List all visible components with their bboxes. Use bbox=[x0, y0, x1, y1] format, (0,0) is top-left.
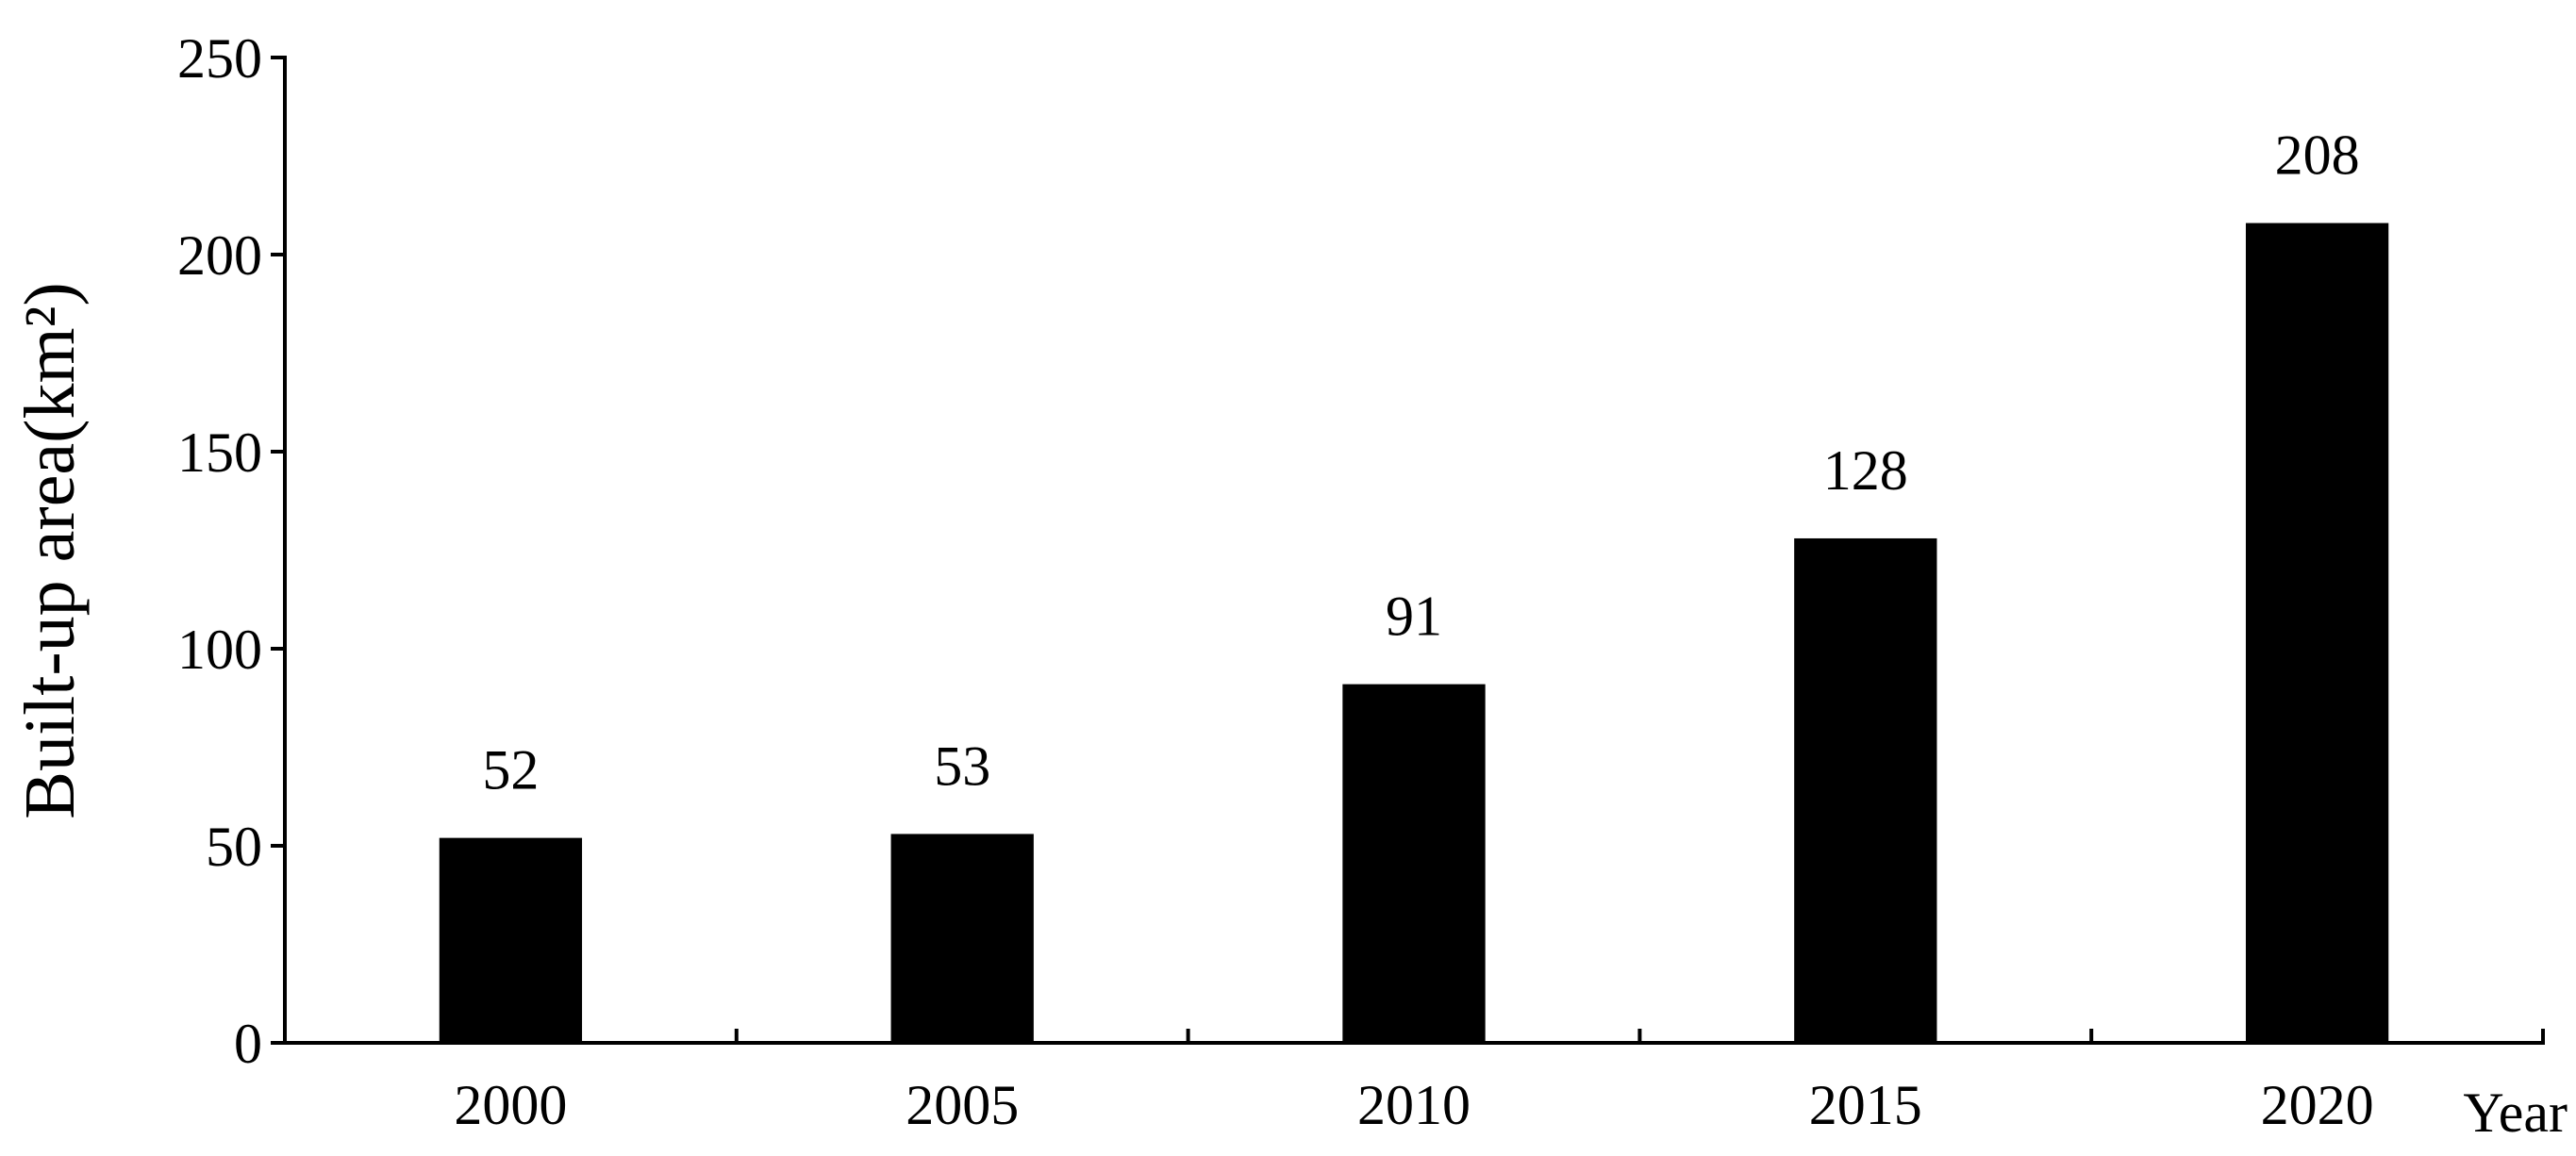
x-tick-label: 2015 bbox=[1809, 1074, 1922, 1136]
x-tick-label: 2020 bbox=[2261, 1074, 2374, 1136]
y-tick-label: 200 bbox=[177, 224, 262, 287]
x-tick-label: 2000 bbox=[454, 1074, 567, 1136]
value-label: 128 bbox=[1823, 439, 1908, 502]
value-label: 53 bbox=[934, 735, 990, 797]
x-tick-label: 2005 bbox=[906, 1074, 1019, 1136]
bar bbox=[1794, 537, 1937, 1043]
value-label: 52 bbox=[482, 739, 539, 801]
bar bbox=[439, 837, 583, 1043]
y-tick-label: 50 bbox=[206, 816, 262, 878]
x-tick-label: 2010 bbox=[1357, 1074, 1471, 1136]
y-tick-label: 0 bbox=[234, 1013, 262, 1075]
bar bbox=[2245, 223, 2389, 1043]
y-tick-label: 100 bbox=[177, 619, 262, 681]
value-label: 208 bbox=[2275, 124, 2360, 187]
y-tick-label: 250 bbox=[177, 27, 262, 90]
y-axis-label: Built-up area(km²) bbox=[10, 282, 90, 818]
x-axis-label: Year bbox=[2463, 1082, 2568, 1144]
value-label: 91 bbox=[1386, 586, 1442, 648]
bar bbox=[1342, 684, 1486, 1043]
bar bbox=[890, 834, 1034, 1043]
y-tick-label: 150 bbox=[177, 421, 262, 484]
